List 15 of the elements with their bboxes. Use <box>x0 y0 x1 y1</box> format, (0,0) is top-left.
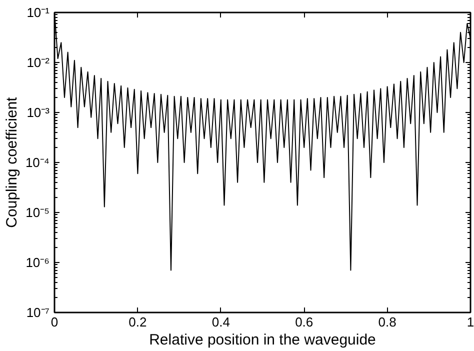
y-tick-label: 10⁻¹ <box>26 5 50 20</box>
x-tick-label: 0.6 <box>295 314 314 330</box>
y-tick-label: 10⁻² <box>26 55 50 70</box>
x-tick-label: 0.2 <box>128 314 147 330</box>
x-tick-label: 0.4 <box>212 314 230 330</box>
x-axis-title: Relative position in the waveguide <box>149 332 376 348</box>
y-tick-label: 10⁻⁴ <box>25 155 50 170</box>
x-tick-label: 0 <box>50 314 58 330</box>
x-tick-label: 1 <box>466 314 474 330</box>
y-tick-label: 10⁻³ <box>26 105 50 120</box>
x-tick-label: 0.8 <box>378 314 396 330</box>
y-tick-label: 10⁻⁷ <box>26 305 50 320</box>
y-tick-label: 10⁻⁵ <box>26 205 50 220</box>
y-axis-title: Coupling coefficient <box>3 96 20 228</box>
y-tick-label: 10⁻⁶ <box>26 255 50 270</box>
